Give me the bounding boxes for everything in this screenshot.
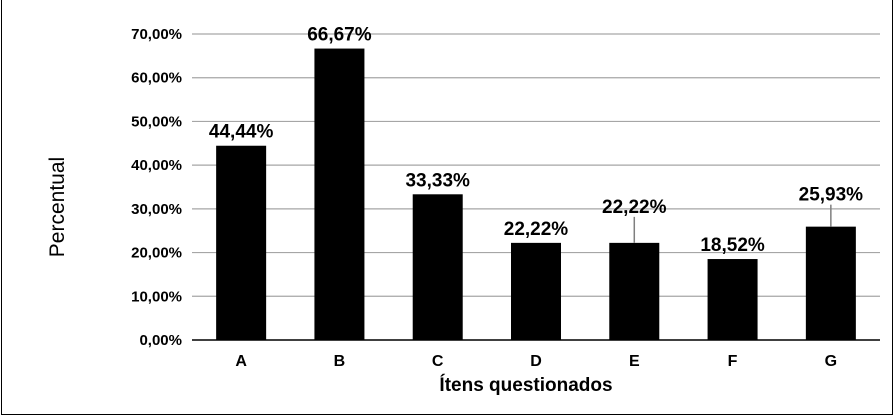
y-tick-label: 70,00%: [131, 26, 182, 43]
bars: [216, 48, 856, 341]
gridlines: [192, 33, 880, 297]
y-tick-label: 20,00%: [131, 245, 182, 262]
data-label: 44,44%: [209, 122, 274, 143]
y-tick-label: 30,00%: [131, 201, 182, 218]
y-tick-label: 0,00%: [139, 332, 182, 349]
y-tick-labels: 0,00% 10,00% 20,00% 30,00% 40,00% 50,00% 60,00…: [131, 26, 182, 349]
y-tick-label: 50,00%: [131, 113, 182, 130]
bar-d: [511, 242, 561, 340]
x-tick-labels: A B C D E F G: [235, 353, 837, 370]
data-label: 33,33%: [405, 170, 470, 191]
data-label: 66,67%: [307, 25, 372, 46]
data-labels: 44,44% 66,67% 33,33% 22,22% 22,22% 18,52% 25,9…: [209, 25, 863, 256]
leader-lines: [633, 204, 832, 243]
y-tick-label: 10,00%: [131, 288, 182, 305]
x-tick-label: G: [825, 353, 837, 370]
x-tick-label: E: [629, 353, 640, 370]
data-label: 18,52%: [700, 235, 765, 256]
data-label: 22,22%: [602, 197, 667, 218]
x-axis-title: Ítens questionados: [439, 374, 612, 396]
y-axis-title: Percentual: [46, 157, 69, 257]
x-tick-label: A: [235, 353, 247, 370]
bar-e: [609, 242, 660, 340]
bar-a: [216, 145, 267, 340]
x-tick-label: F: [728, 353, 738, 370]
data-label: 22,22%: [504, 219, 569, 240]
bar-g: [805, 226, 856, 340]
x-tick-label: C: [432, 353, 444, 370]
y-tick-label: 60,00%: [131, 70, 182, 87]
x-tick-label: B: [334, 353, 346, 370]
bar-c: [412, 194, 463, 340]
bar-f: [707, 259, 758, 340]
y-tick-label: 40,00%: [131, 157, 182, 174]
data-label: 25,93%: [799, 185, 864, 206]
x-tick-label: D: [530, 353, 542, 370]
bar-b: [314, 48, 365, 341]
